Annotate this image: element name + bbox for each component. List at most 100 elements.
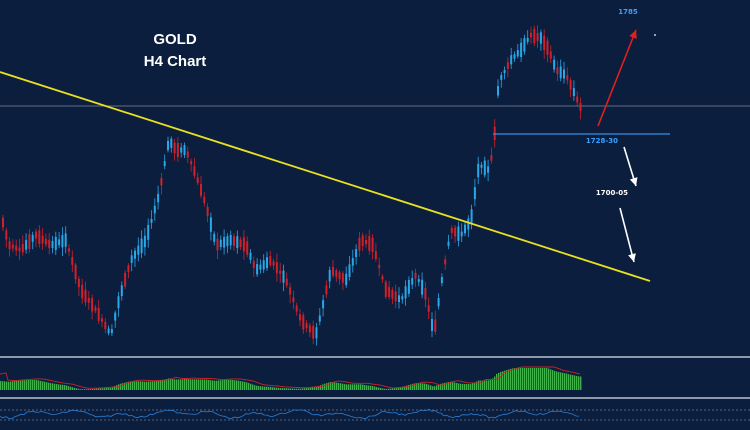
candle bbox=[421, 272, 424, 299]
candle-body bbox=[77, 278, 80, 288]
candle bbox=[569, 77, 572, 98]
candle-body bbox=[464, 224, 466, 234]
candle bbox=[407, 276, 410, 297]
up-arrow bbox=[597, 29, 637, 127]
candle-body bbox=[163, 161, 166, 167]
oscillator-bar bbox=[430, 385, 432, 390]
oscillator-bar bbox=[548, 368, 550, 390]
oscillator-bar bbox=[28, 379, 30, 390]
oscillator-bar bbox=[174, 379, 176, 390]
oscillator-bar bbox=[122, 383, 124, 390]
oscillator-bar bbox=[482, 380, 484, 390]
candle-body bbox=[51, 241, 54, 248]
candle bbox=[183, 142, 186, 159]
oscillator-bar bbox=[112, 386, 114, 390]
candle bbox=[94, 304, 97, 314]
candle bbox=[147, 218, 150, 248]
oscillator-bar bbox=[372, 386, 374, 390]
candle-body bbox=[104, 321, 107, 330]
candle bbox=[338, 270, 341, 285]
oscillator-bar bbox=[462, 383, 464, 390]
candle-body bbox=[11, 244, 14, 249]
candle-body bbox=[473, 187, 476, 200]
oscillator-bar bbox=[472, 383, 474, 390]
oscillator-bar bbox=[10, 381, 12, 390]
oscillator-bar bbox=[234, 380, 236, 390]
candle bbox=[84, 281, 87, 307]
candle bbox=[58, 232, 61, 249]
oscillator-bar bbox=[244, 381, 246, 390]
candle bbox=[391, 287, 394, 305]
candle bbox=[266, 251, 268, 271]
oscillator-bar bbox=[440, 383, 442, 390]
candle-body bbox=[447, 241, 450, 246]
oscillator-bar bbox=[40, 380, 42, 390]
candle bbox=[325, 280, 328, 298]
candle bbox=[167, 136, 169, 153]
oscillator-bar bbox=[30, 379, 32, 390]
candle bbox=[556, 60, 559, 81]
candle-body bbox=[431, 319, 433, 331]
candle bbox=[153, 198, 156, 221]
candle-body bbox=[378, 264, 381, 269]
oscillator-bar bbox=[496, 373, 498, 390]
oscillator-bar bbox=[574, 375, 576, 390]
oscillator-bar bbox=[158, 380, 160, 390]
candle bbox=[74, 262, 77, 284]
oscillator-bar bbox=[208, 379, 210, 390]
oscillator-bar bbox=[558, 371, 560, 390]
oscillator-bar bbox=[368, 385, 370, 390]
oscillator-bar bbox=[404, 386, 406, 390]
candle bbox=[305, 320, 308, 333]
candle bbox=[170, 136, 173, 153]
candle-body bbox=[490, 155, 493, 161]
candle bbox=[371, 233, 374, 260]
candle-body bbox=[236, 236, 239, 249]
candle bbox=[127, 263, 130, 279]
oscillator-bar bbox=[580, 376, 582, 390]
candle-body bbox=[25, 240, 28, 250]
candle-body bbox=[332, 267, 334, 276]
candle bbox=[388, 280, 391, 300]
candle bbox=[180, 143, 183, 158]
oscillator-bar bbox=[382, 388, 384, 390]
candle-body bbox=[516, 50, 519, 57]
candle-body bbox=[196, 177, 199, 183]
oscillator-bar bbox=[476, 381, 478, 390]
candle bbox=[434, 310, 437, 335]
candle-body bbox=[407, 279, 410, 294]
candle-body bbox=[341, 273, 344, 283]
candle-body bbox=[454, 227, 457, 237]
oscillator-bar bbox=[84, 389, 86, 390]
oscillator-bar bbox=[402, 386, 404, 390]
chart-subtitle: H4 Chart bbox=[143, 53, 207, 70]
oscillator-bar bbox=[256, 385, 258, 390]
candle bbox=[176, 136, 179, 162]
oscillator-bar bbox=[216, 380, 218, 390]
oscillator-bar bbox=[432, 386, 434, 390]
candle-body bbox=[335, 270, 338, 277]
candle-body bbox=[302, 315, 305, 330]
candle-body bbox=[200, 184, 202, 196]
oscillator-bar bbox=[148, 381, 150, 390]
candle-body bbox=[434, 319, 437, 332]
oscillator-bar bbox=[178, 379, 180, 390]
oscillator-bar bbox=[374, 386, 376, 390]
candle-body bbox=[107, 328, 110, 334]
candle-body bbox=[259, 264, 262, 270]
candle-body bbox=[553, 59, 556, 70]
oscillator-bar bbox=[38, 380, 40, 390]
oscillator-bar bbox=[444, 382, 446, 390]
candle bbox=[97, 300, 100, 325]
candle bbox=[143, 228, 146, 256]
candle bbox=[358, 231, 361, 257]
oscillator-bar bbox=[50, 383, 52, 390]
candle-body bbox=[285, 278, 288, 286]
candle-body bbox=[365, 240, 367, 245]
candle-body bbox=[388, 287, 391, 297]
oscillator-bar bbox=[564, 373, 566, 390]
oscillator-bar bbox=[438, 384, 440, 390]
candle bbox=[480, 162, 483, 175]
down-arrow-short-head bbox=[629, 177, 638, 186]
candle-body bbox=[295, 305, 298, 312]
